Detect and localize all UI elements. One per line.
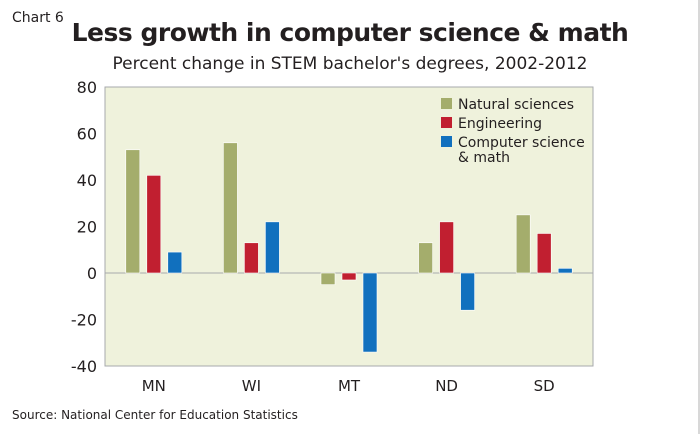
legend-label: & math — [458, 150, 510, 166]
y-tick-label: 40 — [77, 171, 97, 190]
bar-sd-3 — [557, 268, 573, 274]
bar-nd-1 — [418, 242, 433, 274]
x-tick-label: WI — [242, 377, 261, 395]
bar-nd-2 — [439, 221, 454, 274]
legend-label: Natural sciences — [458, 97, 574, 113]
x-tick-label: MT — [338, 377, 361, 395]
chart-number-label: Chart 6 — [12, 10, 64, 26]
x-tick-label: MN — [142, 377, 166, 395]
y-tick-label: 60 — [77, 125, 97, 144]
chart-title: Less growth in computer science & math — [71, 18, 629, 47]
bar-mt-2 — [341, 272, 357, 281]
legend-swatch — [441, 117, 452, 128]
y-tick-label: 80 — [77, 78, 97, 97]
bar-nd-3 — [460, 272, 475, 311]
y-tick-label: -40 — [71, 357, 97, 376]
chart-subtitle: Percent change in STEM bachelor's degree… — [112, 54, 588, 74]
bar-wi-1 — [223, 142, 238, 274]
legend-label: Computer science — [458, 135, 585, 151]
plot-area — [104, 86, 594, 367]
bar-sd-1 — [515, 214, 531, 274]
y-tick-label: 20 — [77, 218, 97, 237]
legend-swatch — [441, 98, 452, 109]
bar-mn-1 — [125, 149, 141, 274]
source-note: Source: National Center for Education St… — [12, 408, 298, 422]
legend-label: Engineering — [458, 116, 542, 132]
legend-swatch — [441, 136, 452, 147]
y-tick-label: 0 — [87, 264, 97, 283]
bar-mt-1 — [320, 272, 336, 285]
bar-mt-3 — [362, 272, 378, 353]
y-tick-label: -20 — [71, 311, 97, 330]
bar-mn-2 — [146, 175, 162, 274]
bar-wi-3 — [265, 221, 280, 274]
bar-sd-2 — [536, 233, 552, 274]
bar-wi-2 — [244, 242, 259, 274]
x-tick-label: SD — [534, 377, 555, 395]
x-tick-label: ND — [435, 377, 458, 395]
bar-mn-3 — [167, 251, 183, 274]
